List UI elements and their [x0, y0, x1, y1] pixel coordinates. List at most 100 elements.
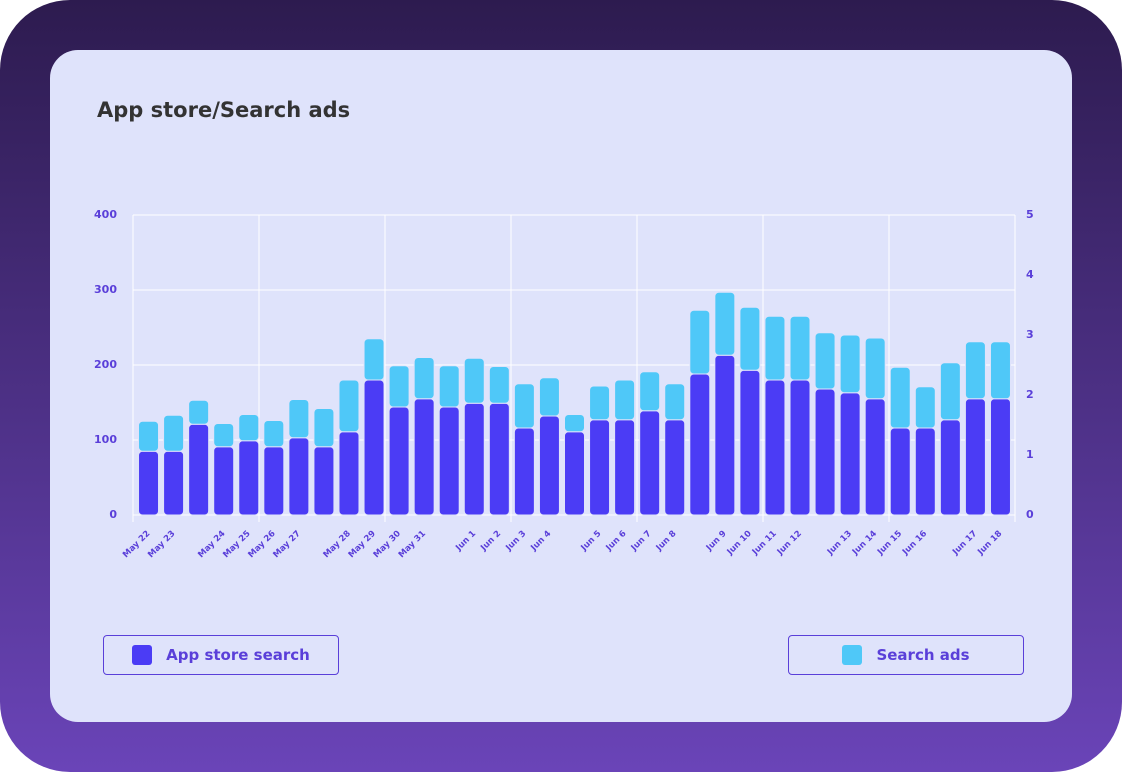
- legend-swatch: [132, 645, 153, 665]
- x-tick-label: Jun 7: [629, 529, 654, 554]
- x-tick-label: Jun 17: [950, 529, 979, 558]
- bar-segment: [213, 423, 235, 448]
- x-tick-label: Jun 14: [850, 529, 879, 558]
- bar-segment: [989, 341, 1011, 400]
- y2-tick-label: 5: [1026, 208, 1034, 221]
- bar-segment: [889, 427, 911, 516]
- y-tick-label: 100: [94, 433, 117, 446]
- legend-label: Search ads: [876, 646, 970, 664]
- y-tick-label: 0: [109, 508, 117, 521]
- bar-segment: [864, 398, 886, 516]
- bar-segment: [413, 398, 435, 516]
- x-tick-label: Jun 6: [604, 529, 629, 554]
- x-tick-label: Jun 2: [478, 529, 503, 554]
- bar-segment: [213, 446, 235, 516]
- legend-item[interactable]: App store search: [103, 635, 339, 675]
- bar-segment: [288, 437, 310, 516]
- x-tick-label: Jun 11: [750, 529, 779, 558]
- bar-segment: [839, 392, 861, 516]
- bar-segment: [814, 388, 836, 516]
- bar-segment: [513, 383, 535, 429]
- x-tick-label: Jun 13: [825, 529, 854, 558]
- bar-segment: [639, 371, 661, 412]
- bar-segment: [163, 414, 185, 452]
- bar-segment: [689, 373, 711, 516]
- bar-segment: [538, 377, 560, 417]
- bar-segment: [939, 419, 961, 516]
- bar-segment: [714, 354, 736, 516]
- bar-segment: [313, 408, 335, 448]
- bar-segment: [188, 399, 210, 425]
- x-tick-label: Jun 10: [725, 529, 754, 558]
- bar-segment: [138, 450, 160, 516]
- bar-segment: [163, 450, 185, 516]
- bar-segment: [789, 379, 811, 516]
- bar-segment: [789, 315, 811, 381]
- bar-segment: [689, 309, 711, 375]
- x-tick-label: May 31: [397, 529, 428, 560]
- bar-segment: [939, 362, 961, 421]
- bar-segment: [263, 446, 285, 516]
- bar-segment: [363, 338, 385, 381]
- bar-segment: [188, 423, 210, 516]
- bar-segment: [589, 419, 611, 516]
- x-tick-label: Jun 16: [900, 529, 929, 558]
- bar-segment: [564, 431, 585, 516]
- x-tick-label: Jun 5: [579, 529, 604, 554]
- x-tick-label: Jun 1: [453, 529, 478, 554]
- x-tick-label: Jun 12: [775, 529, 804, 558]
- bar-segment: [739, 306, 761, 371]
- legend-item[interactable]: Search ads: [788, 635, 1024, 675]
- x-tick-label: Jun 3: [503, 529, 528, 554]
- bar-segment: [488, 366, 510, 404]
- y2-tick-label: 1: [1026, 448, 1034, 461]
- y-tick-label: 300: [94, 283, 117, 296]
- bar-segment: [313, 446, 335, 516]
- bar-segment: [288, 399, 310, 439]
- bar-segment: [664, 383, 686, 421]
- bar-segment: [964, 341, 986, 400]
- legend-label: App store search: [166, 646, 310, 664]
- bar-segment: [388, 365, 410, 408]
- chart-title: App store/Search ads: [97, 98, 350, 122]
- bar-segment: [639, 410, 661, 516]
- bar-segment: [914, 427, 936, 516]
- vertical-grid: [132, 215, 1016, 522]
- x-tick-label: Jun 8: [654, 529, 679, 554]
- bar-segment: [864, 337, 886, 400]
- bar-segment: [714, 291, 736, 356]
- bar-segment: [438, 406, 460, 516]
- x-tick-label: Jun 18: [975, 529, 1004, 558]
- bar-segment: [388, 406, 410, 516]
- y2-tick-label: 0: [1026, 508, 1034, 521]
- bar-segment: [238, 440, 260, 516]
- bar-segment: [463, 357, 485, 404]
- y2-tick-label: 3: [1026, 328, 1034, 341]
- bar-segment: [363, 379, 385, 516]
- bar-segment: [814, 332, 836, 390]
- bar-segment: [614, 419, 636, 516]
- x-tick-label: May 27: [271, 529, 302, 560]
- bar-segment: [513, 427, 535, 516]
- bar-segment: [463, 402, 485, 516]
- y2-tick-label: 4: [1026, 268, 1034, 281]
- bar-segment: [664, 419, 686, 516]
- bar-segment: [238, 414, 260, 442]
- y-tick-label: 400: [94, 208, 117, 221]
- bar-segment: [989, 398, 1011, 516]
- bar-segment: [914, 386, 936, 429]
- bar-segment: [964, 398, 986, 516]
- x-tick-label: May 23: [146, 529, 177, 560]
- x-tick-label: Jun 4: [528, 529, 553, 554]
- bar-segment: [263, 420, 285, 448]
- bar-segment: [739, 369, 761, 516]
- y2-tick-label: 2: [1026, 388, 1034, 401]
- bar-segment: [538, 415, 560, 516]
- bar-segment: [488, 402, 510, 516]
- bar-segment: [614, 379, 636, 421]
- bar-segment: [564, 414, 585, 433]
- bar-segment: [138, 420, 160, 452]
- bar-segment: [438, 365, 460, 408]
- bar-segment: [764, 379, 786, 516]
